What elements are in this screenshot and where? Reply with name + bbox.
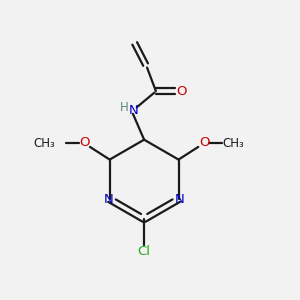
Text: N: N — [128, 104, 138, 117]
Text: O: O — [199, 136, 209, 149]
Text: O: O — [176, 85, 187, 98]
Text: H: H — [120, 101, 128, 114]
Text: CH₃: CH₃ — [223, 137, 244, 150]
Text: N: N — [175, 193, 185, 206]
Text: CH₃: CH₃ — [33, 137, 55, 150]
Text: Cl: Cl — [138, 245, 151, 258]
Text: N: N — [103, 193, 113, 206]
Text: O: O — [79, 136, 89, 149]
